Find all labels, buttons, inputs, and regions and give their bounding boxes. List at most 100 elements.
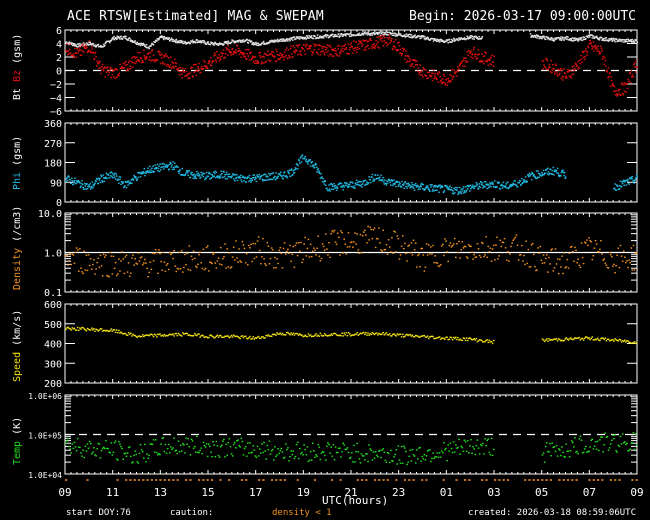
caution-marker [219,479,222,481]
panel-frame [64,303,638,384]
caution-marker [541,479,544,481]
caution-marker [270,479,274,481]
y-tick-label: 0.1 [44,288,62,299]
caution-marker [592,479,595,481]
caution-marker [524,479,527,481]
y-tick-label: 0 [56,198,62,209]
caution-marker [395,479,398,481]
x-tick-label: 15 [201,486,214,499]
caution-marker [408,479,411,481]
caution-marker [498,479,501,481]
y-tick-label: 600 [44,300,62,311]
created-timestamp: created: 2026-03-18 08:59:06UTC [468,508,636,518]
y-tick-label: 6 [56,26,62,37]
x-tick-label: 17 [249,486,262,499]
y-tick-label: 1.0E+05 [28,432,62,441]
caution-marker [262,479,265,481]
caution-marker [614,479,617,481]
y-tick-label: 270 [44,139,62,150]
caution-marker [566,479,570,481]
caution-marker [206,479,209,481]
caution-marker [150,479,153,481]
caution-marker [386,479,389,481]
caution-marker [167,479,171,481]
ylabel-part: (/cm3) [12,205,23,248]
caution-marker [403,479,407,481]
caution-marker [532,479,535,481]
panel-frame [64,122,638,203]
x-tick-label: 01 [440,486,453,499]
caution-marker [125,479,128,481]
caution-marker [596,479,600,481]
caution-marker [137,479,141,481]
caution-marker [275,479,278,481]
y-tick-label: 2 [56,53,62,64]
caution-marker [425,479,428,481]
caution-marker [361,479,364,481]
caution-marker [549,479,552,481]
ylabel-part: Speed [12,351,23,382]
caution-marker [528,479,531,481]
caution-marker [378,479,381,481]
y-tick-label: −6 [50,107,62,118]
ylabel-part: Bz [12,69,23,88]
y-tick-label: 90 [50,178,62,189]
caution-marker [159,479,162,481]
caution-marker [279,479,282,481]
caution-marker [601,479,604,481]
caution-marker [631,479,634,481]
x-tick-label: 05 [535,486,548,499]
caution-marker [382,479,385,481]
caution-marker [571,479,574,481]
x-tick-label: 21 [344,486,357,499]
caution-marker [155,479,158,481]
caution-marker [146,479,149,481]
caution-marker [185,479,188,481]
x-tick-label: 09 [58,486,71,499]
caution-marker [245,479,248,481]
caution-marker [618,479,621,481]
ylabel-density: Density (/cm3) [12,206,23,290]
y-tick-label: −4 [50,94,62,105]
ylabel-part: Temp [12,440,23,465]
caution-marker [189,479,192,481]
caution-marker [240,479,244,481]
caution-marker [172,479,175,481]
caution-marker [210,479,214,481]
caution-marker [296,479,299,481]
y-tick-label: 180 [44,159,62,170]
caution-marker [558,479,561,481]
y-tick-label: 500 [44,320,62,331]
caution-marker [133,479,136,481]
ylabel-speed: Speed (km/s) [12,310,23,382]
ylabel-part: Bt [12,87,23,100]
caution-marker [116,479,119,481]
caution-marker [197,479,201,481]
caution-marker [228,479,231,481]
x-axis-label: UTC(hours) [322,494,389,507]
x-tick-label: 03 [487,486,500,499]
x-tick-label: 13 [154,486,167,499]
ylabel-part: (gsm) [12,33,23,70]
caution-marker [485,479,488,481]
caution-marker [365,479,368,481]
caution-marker [468,479,471,481]
caution-marker [86,479,89,481]
caution-marker [575,479,578,481]
x-tick-label: 11 [106,486,119,499]
ylabel-part: Phi [12,171,23,190]
caution-marker [142,479,145,481]
caution-marker [463,479,467,481]
y-tick-label: 0 [56,67,62,78]
y-tick-label: 10.0 [38,209,62,220]
caution-value: density < 1 [272,508,332,518]
ylabel-phi: Phi (gsm) [12,136,23,190]
y-tick-label: 1.0E+04 [28,471,62,480]
ylabel-part: Density [12,247,23,290]
x-tick-label: 19 [297,486,310,499]
begin-timestamp: Begin: 2026-03-17 09:00:00UTC [409,9,636,24]
y-tick-label: 300 [44,359,62,370]
x-tick-label: 09 [630,486,643,499]
caution-marker [455,479,458,481]
